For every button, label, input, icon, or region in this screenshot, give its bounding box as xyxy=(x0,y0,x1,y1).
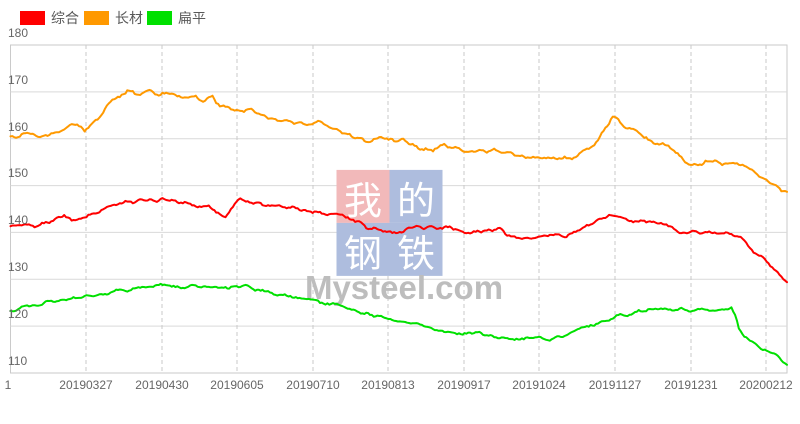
svg-text:的: 的 xyxy=(397,181,435,223)
svg-text:Mysteel.com: Mysteel.com xyxy=(305,269,503,306)
svg-text:我: 我 xyxy=(344,181,382,223)
